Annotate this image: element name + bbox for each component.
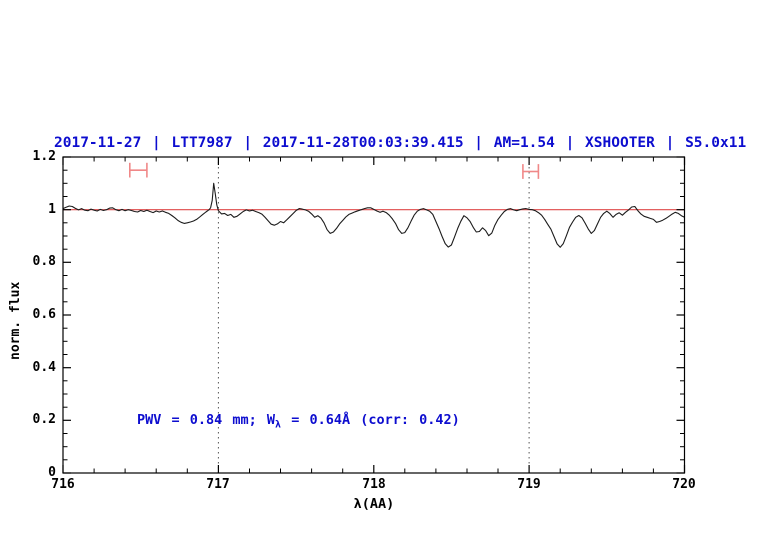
spectrum-line bbox=[62, 182, 685, 248]
y-tick-label: 1.2 bbox=[32, 149, 56, 164]
pwv-annotation-post: = 0.64Å (corr: 0.42) bbox=[281, 412, 460, 428]
plot-title: 2017-11-27 | LTT7987 | 2017-11-28T00:03:… bbox=[54, 135, 747, 151]
y-tick-label: 0.2 bbox=[32, 412, 56, 427]
plot-frame bbox=[62, 156, 686, 474]
y-tick-label: 0.8 bbox=[32, 254, 56, 269]
y-tick-label: 0 bbox=[48, 465, 56, 480]
x-tick-label: 716 bbox=[51, 477, 75, 492]
x-axis-label: λ(AA) bbox=[353, 496, 395, 512]
x-tick-label: 717 bbox=[206, 477, 230, 492]
y-axis-label: norm. flux bbox=[8, 281, 23, 360]
pwv-annotation: PWV = 0.84 mm; Wλ = 0.64Å (corr: 0.42) bbox=[137, 412, 460, 431]
y-tick-label: 0.4 bbox=[32, 360, 56, 375]
x-tick-label: 719 bbox=[517, 477, 541, 492]
y-tick-label: 0.6 bbox=[32, 307, 56, 322]
pwv-annotation-pre: PWV = 0.84 mm; W bbox=[137, 412, 276, 428]
y-tick-label: 1 bbox=[48, 202, 56, 217]
x-tick-label: 718 bbox=[362, 477, 386, 492]
x-tick-label: 720 bbox=[672, 477, 696, 492]
lambda-subscript: λ bbox=[275, 419, 282, 431]
